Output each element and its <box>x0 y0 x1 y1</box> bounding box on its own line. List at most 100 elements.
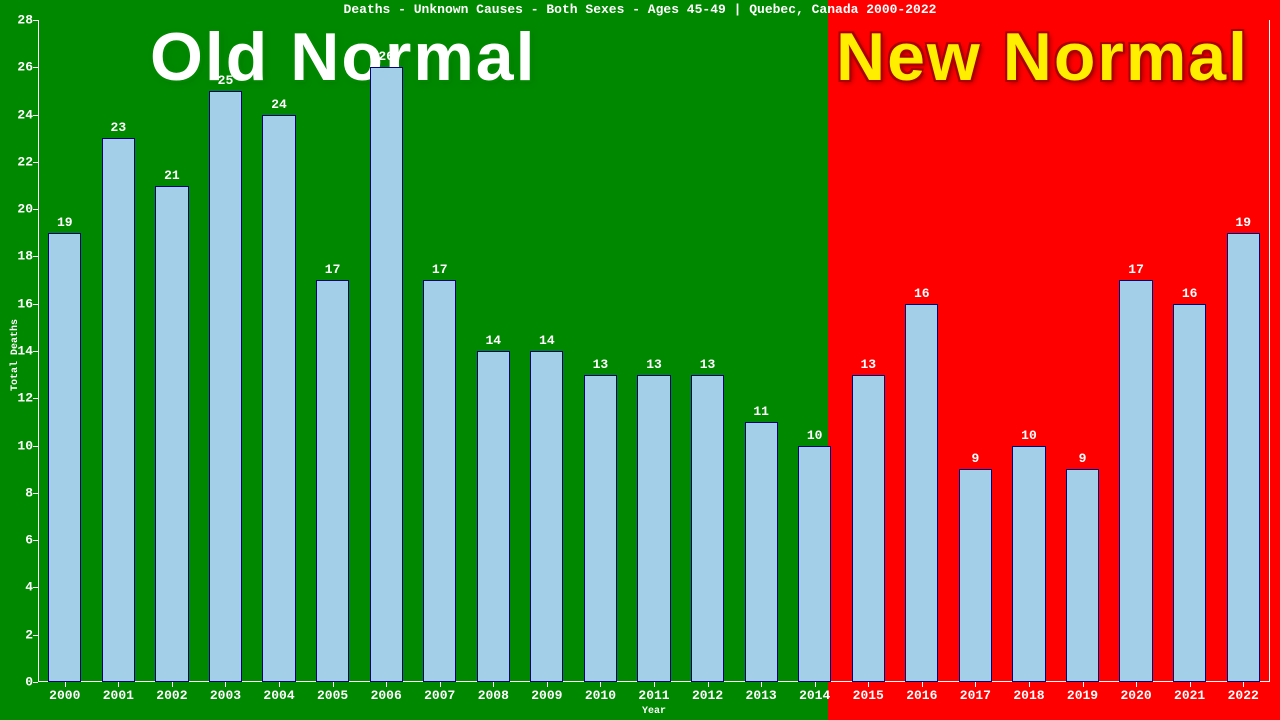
bar-2005 <box>316 280 349 682</box>
bar-value-label: 14 <box>485 333 501 348</box>
bar-value-label: 23 <box>111 120 127 135</box>
xtick-mark <box>922 682 923 687</box>
bar-value-label: 21 <box>164 168 180 183</box>
ytick-label: 12 <box>5 391 33 406</box>
ytick-mark <box>33 446 38 447</box>
axis-line-left <box>38 20 39 682</box>
xtick-label: 2013 <box>746 688 777 703</box>
bar-2008 <box>477 351 510 682</box>
ytick-label: 22 <box>5 154 33 169</box>
ytick-label: 28 <box>5 13 33 28</box>
ytick-mark <box>33 67 38 68</box>
bar-2009 <box>530 351 563 682</box>
xtick-mark <box>225 682 226 687</box>
bar-2000 <box>48 233 81 682</box>
xtick-label: 2019 <box>1067 688 1098 703</box>
bar-value-label: 13 <box>593 357 609 372</box>
xtick-mark <box>654 682 655 687</box>
ytick-mark <box>33 351 38 352</box>
bar-value-label: 13 <box>646 357 662 372</box>
chart-title: Deaths - Unknown Causes - Both Sexes - A… <box>0 2 1280 17</box>
ytick-mark <box>33 256 38 257</box>
bar-2019 <box>1066 469 1099 682</box>
xtick-label: 2021 <box>1174 688 1205 703</box>
bar-value-label: 17 <box>325 262 341 277</box>
ytick-mark <box>33 115 38 116</box>
xtick-label: 2017 <box>960 688 991 703</box>
xtick-label: 2012 <box>692 688 723 703</box>
bar-value-label: 13 <box>860 357 876 372</box>
xtick-label: 2000 <box>49 688 80 703</box>
xtick-mark <box>1029 682 1030 687</box>
bar-2015 <box>852 375 885 682</box>
bar-value-label: 16 <box>1182 286 1198 301</box>
bar-2016 <box>905 304 938 682</box>
xtick-mark <box>172 682 173 687</box>
ytick-mark <box>33 635 38 636</box>
bar-2007 <box>423 280 456 682</box>
bar-value-label: 14 <box>539 333 555 348</box>
ytick-mark <box>33 209 38 210</box>
bar-2004 <box>262 115 295 682</box>
bar-2021 <box>1173 304 1206 682</box>
bar-2002 <box>155 186 188 683</box>
xtick-label: 2022 <box>1228 688 1259 703</box>
bar-value-label: 11 <box>753 404 769 419</box>
bar-2014 <box>798 446 831 682</box>
bar-2001 <box>102 138 135 682</box>
xtick-mark <box>708 682 709 687</box>
bar-value-label: 17 <box>432 262 448 277</box>
ytick-mark <box>33 398 38 399</box>
ytick-label: 2 <box>5 627 33 642</box>
xtick-mark <box>868 682 869 687</box>
xtick-mark <box>1190 682 1191 687</box>
xtick-mark <box>1243 682 1244 687</box>
bar-2003 <box>209 91 242 682</box>
bar-value-label: 19 <box>57 215 73 230</box>
bar-2011 <box>637 375 670 682</box>
xtick-label: 2011 <box>638 688 669 703</box>
xtick-label: 2010 <box>585 688 616 703</box>
bar-value-label: 24 <box>271 97 287 112</box>
ytick-mark <box>33 587 38 588</box>
xtick-label: 2005 <box>317 688 348 703</box>
xtick-mark <box>1083 682 1084 687</box>
bar-value-label: 25 <box>218 73 234 88</box>
ytick-label: 0 <box>5 675 33 690</box>
ytick-mark <box>33 162 38 163</box>
xtick-mark <box>547 682 548 687</box>
xtick-mark <box>279 682 280 687</box>
bar-value-label: 10 <box>1021 428 1037 443</box>
bar-2013 <box>745 422 778 682</box>
bar-value-label: 13 <box>700 357 716 372</box>
bar-2012 <box>691 375 724 682</box>
bar-2017 <box>959 469 992 682</box>
ytick-mark <box>33 682 38 683</box>
xtick-mark <box>386 682 387 687</box>
xtick-mark <box>65 682 66 687</box>
xtick-mark <box>975 682 976 687</box>
bar-2018 <box>1012 446 1045 682</box>
xtick-label: 2004 <box>263 688 294 703</box>
bar-value-label: 16 <box>914 286 930 301</box>
xtick-label: 2014 <box>799 688 830 703</box>
xtick-mark <box>600 682 601 687</box>
ytick-label: 10 <box>5 438 33 453</box>
xtick-label: 2016 <box>906 688 937 703</box>
xtick-mark <box>493 682 494 687</box>
xtick-label: 2002 <box>156 688 187 703</box>
xtick-mark <box>1136 682 1137 687</box>
bar-value-label: 17 <box>1128 262 1144 277</box>
bar-value-label: 10 <box>807 428 823 443</box>
xtick-label: 2015 <box>853 688 884 703</box>
ytick-label: 18 <box>5 249 33 264</box>
ytick-label: 24 <box>5 107 33 122</box>
bar-value-label: 26 <box>378 49 394 64</box>
bar-value-label: 9 <box>971 451 979 466</box>
xtick-label: 2008 <box>478 688 509 703</box>
ytick-label: 6 <box>5 533 33 548</box>
xtick-label: 2020 <box>1120 688 1151 703</box>
xtick-label: 2003 <box>210 688 241 703</box>
axis-line-right <box>1269 20 1270 682</box>
ytick-mark <box>33 540 38 541</box>
